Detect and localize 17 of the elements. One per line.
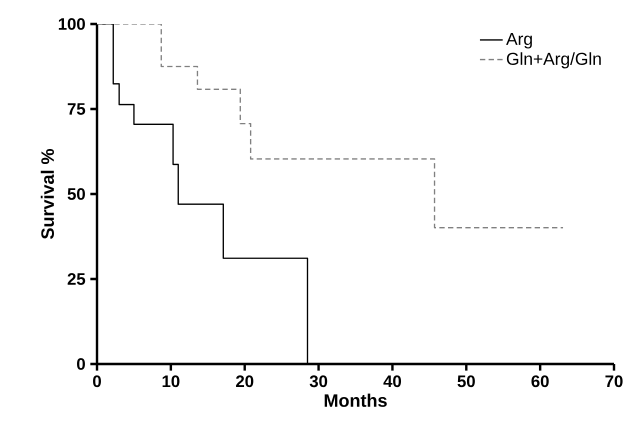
x-tick-label: 10 <box>162 375 180 388</box>
x-tick-label: 20 <box>236 375 254 388</box>
y-tick-label: 50 <box>68 188 85 200</box>
x-tick-label: 0 <box>93 375 101 388</box>
legend-label: Arg <box>506 33 532 49</box>
x-tick-label: 40 <box>383 375 402 388</box>
y-tick-label: 0 <box>77 358 85 370</box>
y-tick-label: 75 <box>68 103 86 115</box>
x-tick-label: 50 <box>458 375 475 388</box>
x-tick-label: 70 <box>605 375 623 388</box>
legend-label: Gln+Arg/Gln <box>506 52 601 68</box>
x-axis-title: Months <box>324 394 387 407</box>
y-axis-title: Survival % <box>40 148 54 239</box>
x-tick-label: 60 <box>531 375 549 388</box>
y-tick-label: 100 <box>58 18 85 30</box>
x-tick-label: 30 <box>310 375 328 388</box>
y-tick-label: 25 <box>68 273 86 285</box>
